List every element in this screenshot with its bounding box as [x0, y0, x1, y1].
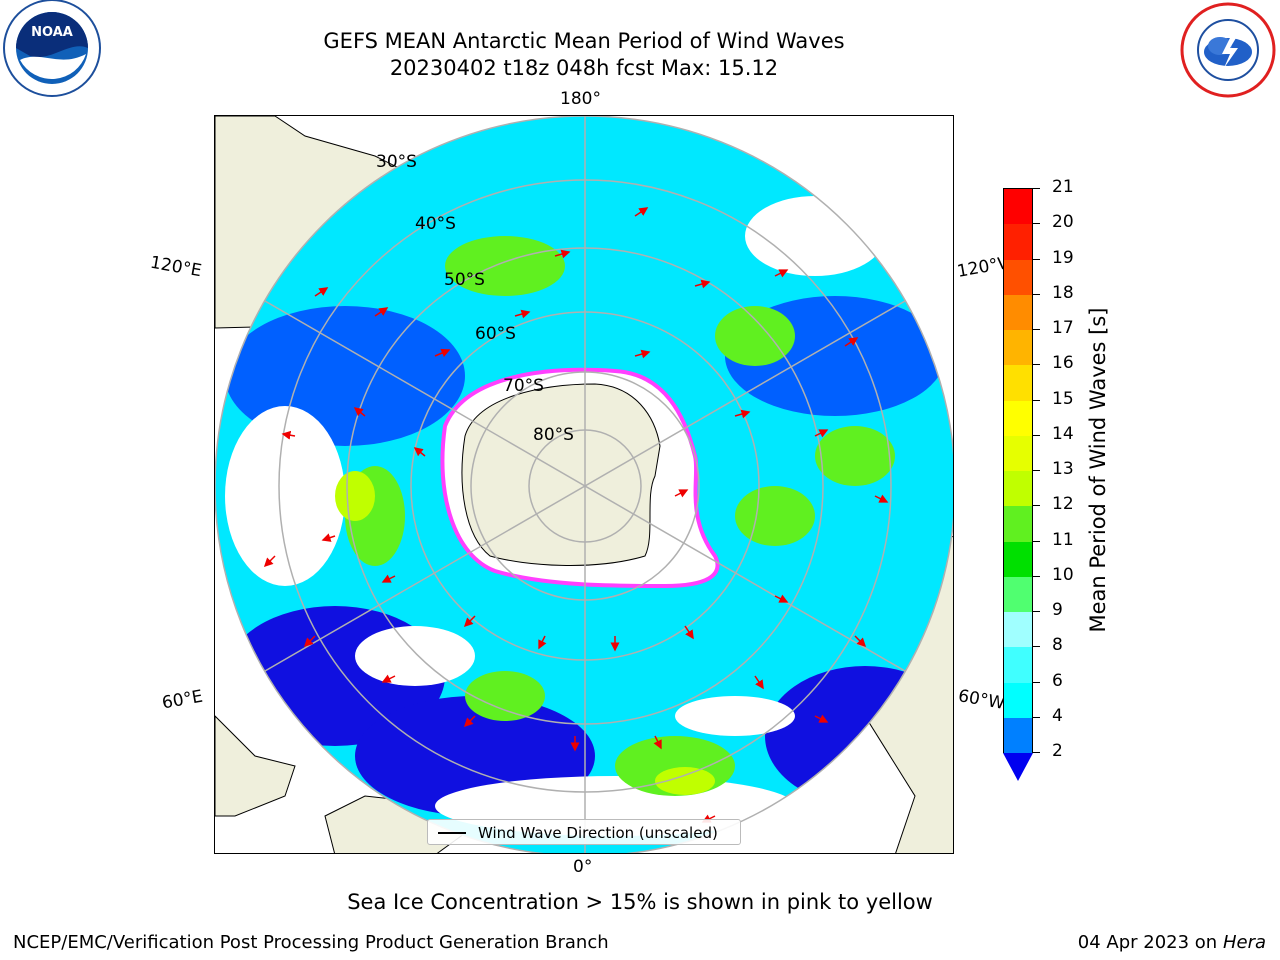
- colorbar-tick-mark: [1033, 505, 1040, 507]
- colorbar-tick-mark: [1033, 258, 1040, 260]
- colorbar-tick-label: 14: [1052, 423, 1074, 444]
- lat-label-30s: 30°S: [376, 152, 417, 172]
- colorbar-tick-label: 2: [1052, 741, 1063, 761]
- ice-note: Sea Ice Concentration > 15% is shown in …: [347, 890, 933, 914]
- colorbar-segment: [1003, 330, 1033, 366]
- colorbar-segment: [1003, 471, 1033, 507]
- colorbar-tick-mark: [1033, 188, 1040, 189]
- nws-logo: [1176, 0, 1280, 98]
- colorbar-tick-label: 12: [1052, 494, 1074, 515]
- colorbar-label: Mean Period of Wind Waves [s]: [1086, 307, 1110, 633]
- colorbar-tick-label: 4: [1052, 705, 1063, 726]
- chart-subtitle: 20230402 t18z 048h fcst Max: 15.12: [389, 56, 779, 80]
- colorbar-tick-mark: [1033, 470, 1040, 471]
- footer-host: Hera: [1222, 932, 1266, 953]
- chart-title: GEFS MEAN Antarctic Mean Period of Wind …: [323, 29, 845, 53]
- colorbar-tick-mark: [1033, 329, 1040, 330]
- graticule: [215, 116, 953, 853]
- colorbar-tick-mark: [1033, 364, 1040, 366]
- colorbar-segment: [1003, 294, 1033, 330]
- lat-label-60s: 60°S: [475, 324, 516, 344]
- colorbar-tick-label: 18: [1052, 282, 1074, 303]
- map-panel: [214, 115, 954, 854]
- colorbar-extend-arrow: [1003, 753, 1033, 781]
- wind-direction-arrows: [263, 207, 889, 823]
- lat-label-80s: 80°S: [533, 425, 574, 445]
- colorbar-tick-mark: [1033, 575, 1040, 577]
- noaa-logo: NOAA: [0, 0, 104, 98]
- polar-map: [215, 116, 953, 853]
- colorbar-tick-label: 19: [1052, 247, 1074, 268]
- colorbar-segment: [1003, 259, 1033, 295]
- colorbar-tick-label: 8: [1052, 635, 1063, 656]
- colorbar-tick-mark: [1033, 293, 1040, 295]
- colorbar-tick-label: 11: [1052, 529, 1074, 550]
- colorbar-tick-label: 21: [1052, 177, 1074, 197]
- lon-label-60e: 60°E: [160, 686, 205, 714]
- colorbar-tick-mark: [1033, 611, 1040, 612]
- lon-label-180: 180°: [560, 89, 601, 109]
- colorbar-tick-mark: [1033, 646, 1040, 648]
- colorbar-tick-label: 6: [1052, 670, 1063, 691]
- colorbar-tick-label: 17: [1052, 318, 1074, 338]
- colorbar-segment: [1003, 224, 1033, 260]
- colorbar-tick-mark: [1033, 716, 1040, 718]
- colorbar-tick-mark: [1033, 399, 1040, 401]
- colorbar-segment: [1003, 365, 1033, 401]
- colorbar-segment: [1003, 717, 1033, 753]
- colorbar-tick-mark: [1033, 223, 1040, 225]
- colorbar-segment: [1003, 612, 1033, 648]
- colorbar-tick-mark: [1033, 540, 1040, 542]
- footer-date-text: 04 Apr 2023 on: [1077, 932, 1218, 953]
- colorbar-segment: [1003, 576, 1033, 612]
- colorbar-segment: [1003, 647, 1033, 683]
- colorbar-segment: [1003, 435, 1033, 471]
- map-legend: Wind Wave Direction (unscaled): [427, 819, 741, 845]
- colorbar-tick-mark: [1033, 752, 1040, 753]
- colorbar-tick-label: 10: [1052, 564, 1074, 585]
- footer-credit: NCEP/EMC/Verification Post Processing Pr…: [13, 932, 609, 953]
- legend-line-icon: [438, 832, 466, 834]
- noaa-logo-text: NOAA: [31, 25, 73, 40]
- lat-label-40s: 40°S: [415, 214, 456, 234]
- colorbar-segment: [1003, 506, 1033, 542]
- lon-label-120e: 120°E: [148, 252, 204, 282]
- colorbar-segment: [1003, 400, 1033, 436]
- colorbar-tick-mark: [1033, 681, 1040, 683]
- colorbar-tick-label: 20: [1052, 212, 1074, 233]
- footer-date: 04 Apr 2023 on Hera: [1078, 932, 1266, 953]
- colorbar-tick-label: 15: [1052, 388, 1074, 409]
- legend-label: Wind Wave Direction (unscaled): [478, 824, 718, 842]
- lon-label-0: 0°: [573, 857, 593, 877]
- colorbar-segment: [1003, 541, 1033, 577]
- colorbar: [1003, 188, 1033, 781]
- colorbar-tick-label: 9: [1052, 600, 1063, 620]
- colorbar-tick-mark: [1033, 434, 1040, 436]
- lat-label-50s: 50°S: [444, 270, 485, 290]
- colorbar-segment: [1003, 682, 1033, 718]
- colorbar-tick-label: 13: [1052, 459, 1074, 479]
- lon-label-60w: 60°W: [956, 686, 1007, 714]
- colorbar-tick-label: 16: [1052, 353, 1074, 374]
- lat-label-70s: 70°S: [503, 376, 544, 396]
- colorbar-segment: [1003, 189, 1033, 225]
